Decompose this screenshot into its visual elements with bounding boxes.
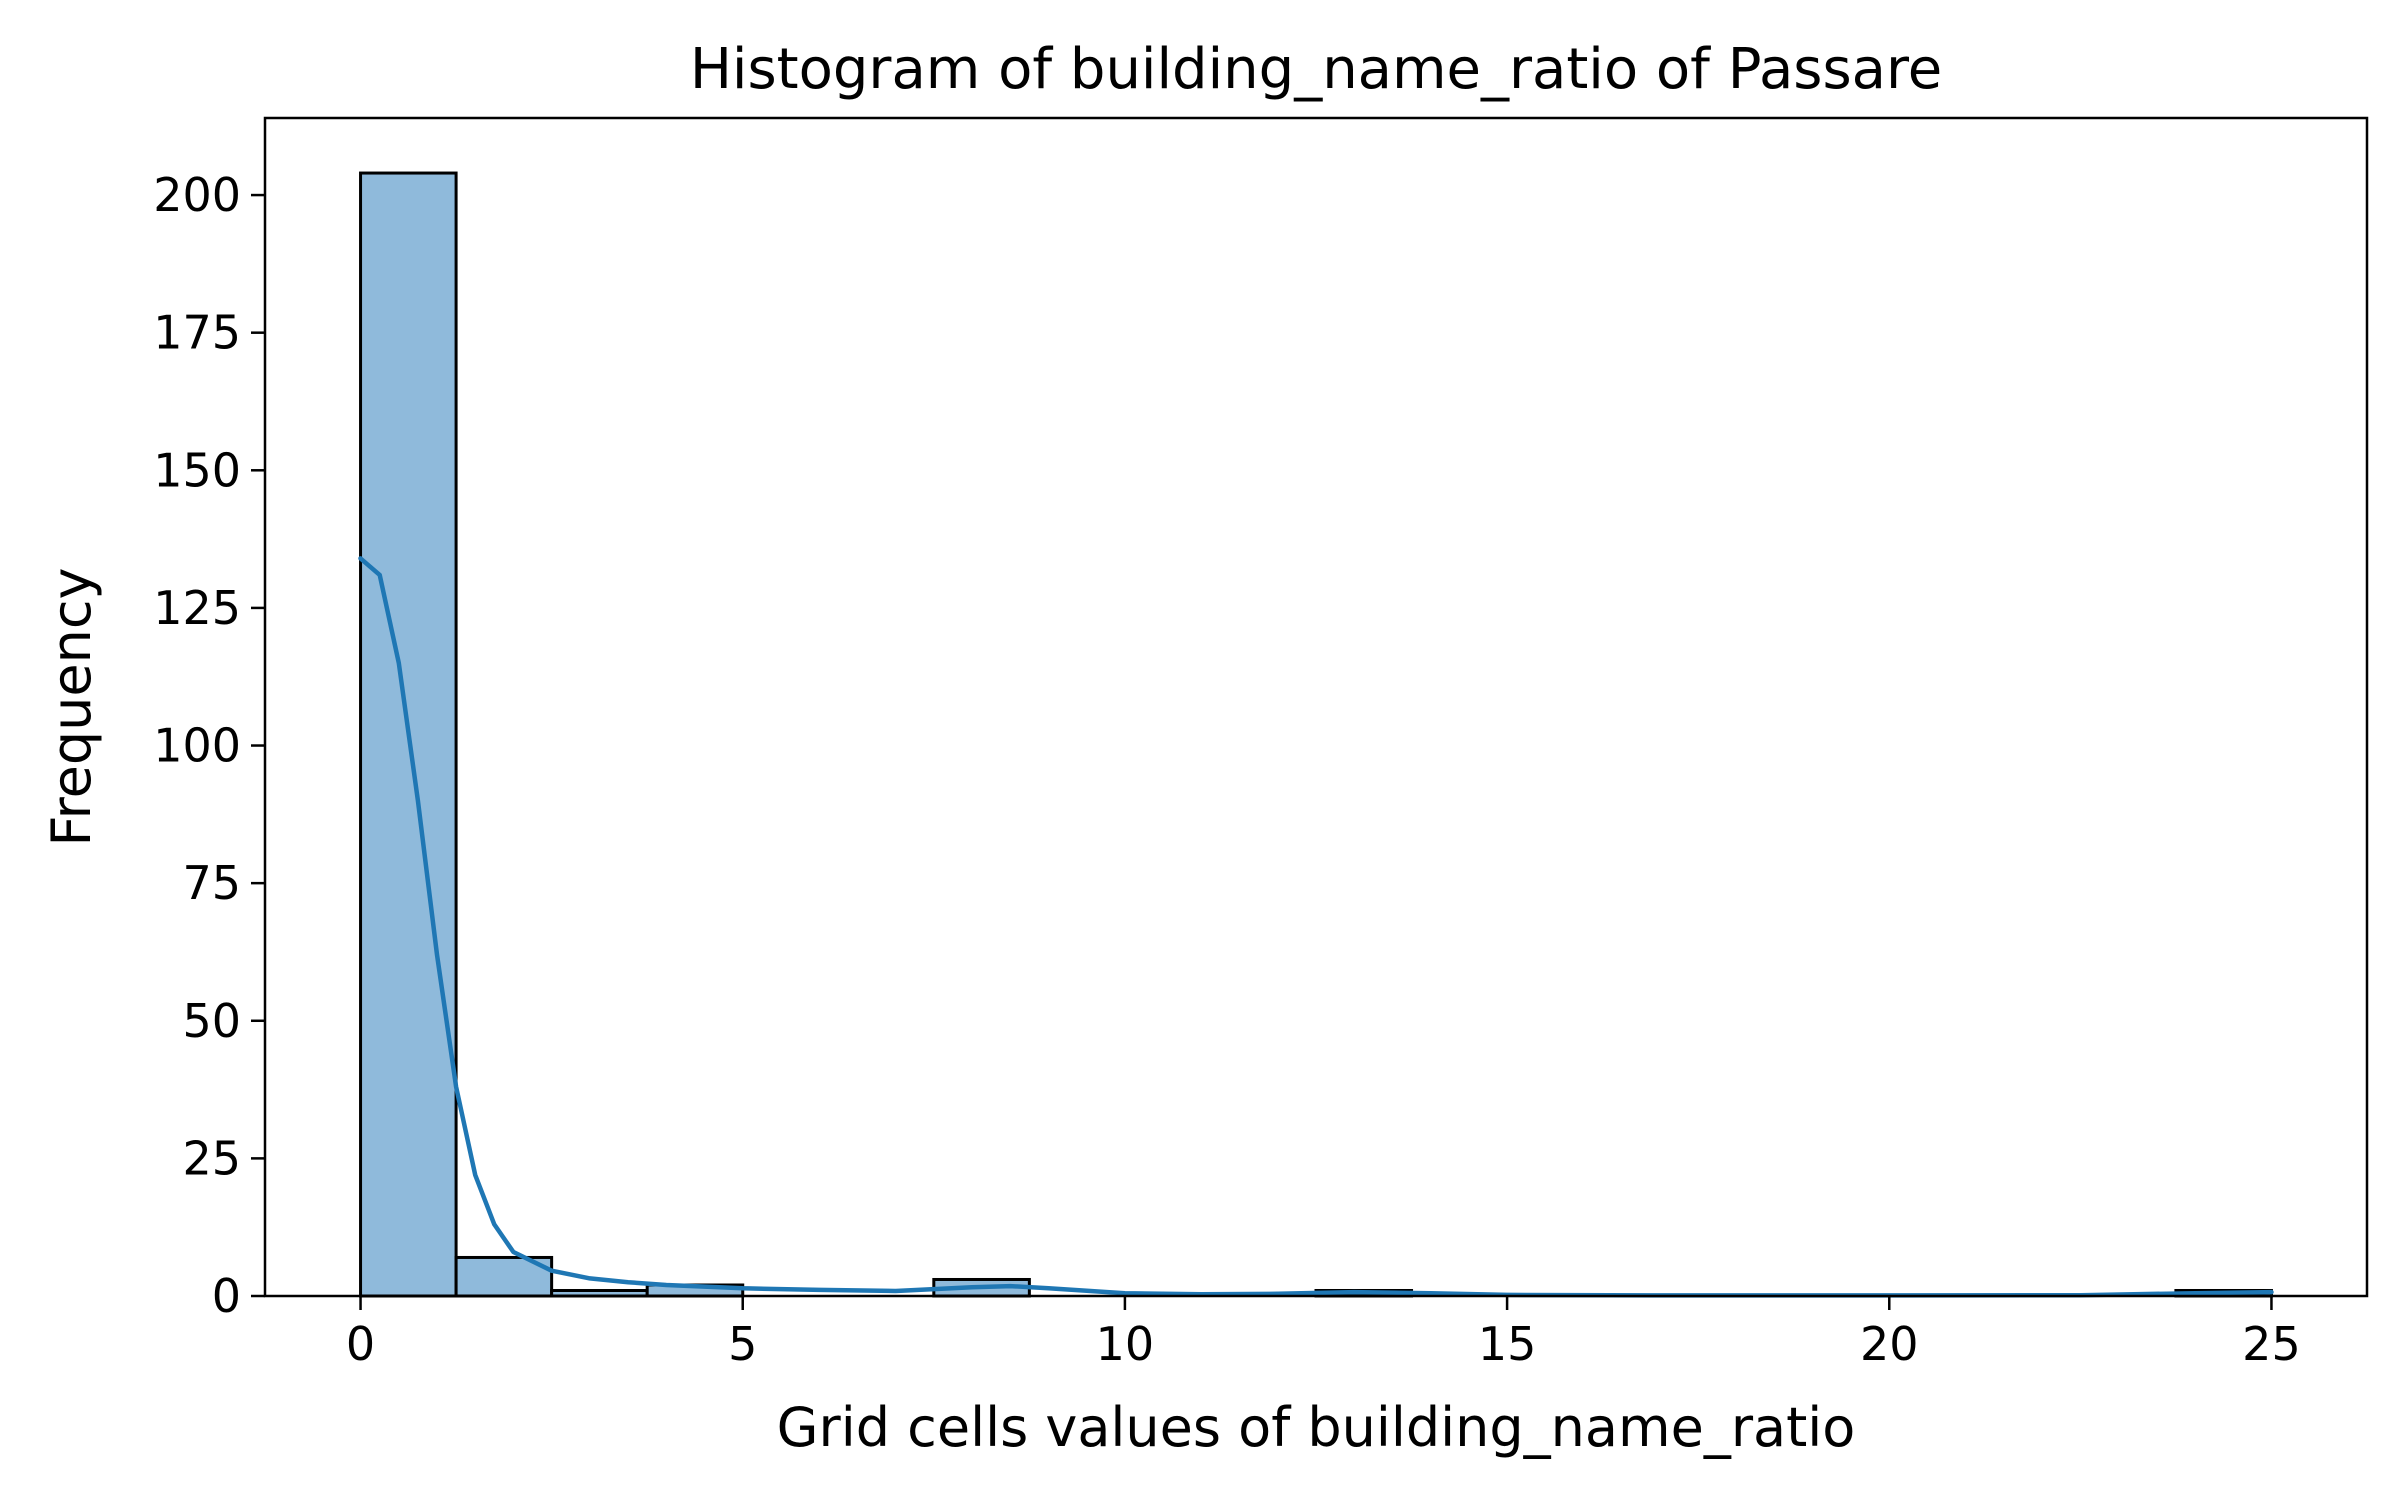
- y-tick-label: 125: [153, 581, 241, 635]
- x-axis-label: Grid cells values of building_name_ratio: [777, 1396, 1856, 1459]
- chart-title: Histogram of building_name_ratio of Pass…: [690, 37, 1942, 102]
- x-tick-label: 10: [1096, 1317, 1155, 1371]
- y-tick-label: 0: [212, 1269, 241, 1323]
- y-tick-label: 150: [153, 443, 241, 497]
- y-tick-label: 100: [153, 719, 241, 773]
- x-tick-label: 25: [2242, 1317, 2301, 1371]
- x-tick-label: 20: [1860, 1317, 1919, 1371]
- y-axis: 0 25 50 75 100 125 150 175 200: [153, 168, 265, 1323]
- y-tick-label: 50: [182, 994, 241, 1048]
- plot-frame: [263, 116, 2369, 1298]
- y-tick-label: 75: [182, 856, 241, 910]
- x-tick-label: 5: [728, 1317, 757, 1371]
- y-tick-label: 200: [153, 168, 241, 222]
- y-tick-label: 25: [182, 1131, 241, 1185]
- y-tick-label: 175: [153, 306, 241, 360]
- y-axis-label: Frequency: [40, 568, 103, 847]
- x-tick-label: 15: [1478, 1317, 1537, 1371]
- x-tick-label: 0: [346, 1317, 375, 1371]
- x-axis: 0 5 10 15 20 25: [346, 1296, 2301, 1371]
